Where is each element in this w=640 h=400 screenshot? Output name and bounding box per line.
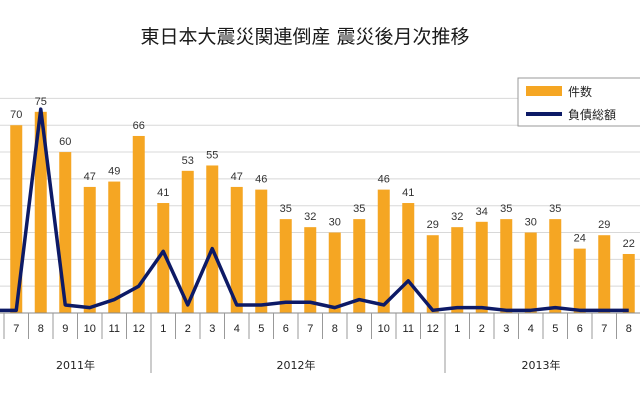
bar	[181, 170, 194, 313]
bar	[328, 232, 341, 313]
x-tick-label: 12	[427, 323, 439, 335]
bar	[255, 189, 268, 313]
x-tick-label: 6	[283, 323, 289, 335]
bar	[475, 221, 488, 313]
x-tick-label: 8	[626, 323, 632, 335]
x-tick-label: 1	[454, 323, 460, 335]
data-label: 32	[451, 211, 463, 223]
x-tick-label: 9	[356, 323, 362, 335]
x-tick-label: 2	[479, 323, 485, 335]
x-tick-label: 7	[307, 323, 313, 335]
data-label: 46	[378, 174, 390, 186]
data-label: 41	[402, 187, 414, 199]
x-tick-label: 1	[160, 323, 166, 335]
data-label: 46	[255, 174, 267, 186]
x-tick-label: 10	[84, 323, 96, 335]
data-label: 55	[206, 149, 218, 161]
data-label: 30	[525, 217, 537, 229]
data-label: 75	[35, 96, 47, 108]
data-label: 29	[598, 219, 610, 231]
data-label: 34	[476, 206, 488, 218]
bar	[230, 186, 243, 313]
bar	[353, 219, 366, 313]
x-tick-label: 5	[552, 323, 558, 335]
data-label: 70	[10, 109, 22, 121]
x-tick-label: 8	[38, 323, 44, 335]
gridlines	[0, 97, 640, 314]
bar	[132, 135, 145, 313]
bar	[524, 232, 537, 313]
data-label: 49	[108, 166, 120, 178]
x-tick-label: 12	[133, 323, 145, 335]
data-label: 35	[280, 203, 292, 215]
x-tick-label: 4	[234, 323, 240, 335]
x-tick-label: 3	[209, 323, 215, 335]
data-label: 32	[304, 211, 316, 223]
bar	[402, 203, 415, 313]
bar	[451, 227, 464, 313]
bar	[304, 227, 317, 313]
data-labels: 70 75 60 47 49 66 41 53 55 47 46 35 32 30 35 46 41 29 32 34…	[10, 96, 635, 250]
data-label: 60	[59, 136, 71, 148]
data-label: 22	[623, 238, 635, 250]
bar	[622, 253, 635, 313]
bar	[279, 219, 292, 313]
x-tick-label: 2	[185, 323, 191, 335]
x-tick-label: 8	[332, 323, 338, 335]
x-tick-label: 9	[62, 323, 68, 335]
data-label: 41	[157, 187, 169, 199]
bar	[500, 219, 513, 313]
bar	[108, 181, 121, 313]
year-label: 2013年	[522, 358, 561, 372]
x-tick-label: 4	[528, 323, 534, 335]
data-label: 35	[549, 203, 561, 215]
line-series	[0, 107, 629, 313]
bar	[549, 219, 562, 313]
bar	[598, 235, 611, 313]
data-label: 47	[84, 171, 96, 183]
legend: 件数 負債総額	[517, 77, 640, 127]
bar	[59, 152, 72, 313]
bar	[34, 111, 47, 313]
x-tick-label: 5	[258, 323, 264, 335]
year-label: 2012年	[277, 358, 316, 372]
bar-series	[10, 111, 635, 313]
bar	[83, 186, 96, 313]
data-label: 66	[133, 120, 145, 132]
chart-title: 東日本大震災関連倒産 震災後月次推移	[140, 26, 469, 48]
x-tick-label: 11	[109, 323, 120, 335]
x-tick-label: 3	[503, 323, 509, 335]
bar	[157, 203, 170, 313]
x-tick-label: 6	[577, 323, 583, 335]
legend-label-count: 件数	[568, 84, 592, 99]
data-label: 53	[182, 155, 194, 167]
x-tick-label: 7	[13, 323, 19, 335]
x-tick-label: 10	[378, 323, 390, 335]
data-label: 24	[574, 233, 586, 245]
x-tick-label: 11	[403, 323, 414, 335]
data-label: 35	[500, 203, 512, 215]
legend-label-debt: 負債総額	[568, 107, 616, 122]
bar	[377, 189, 390, 313]
x-tick-label: 7	[601, 323, 607, 335]
data-label: 29	[427, 219, 439, 231]
data-label: 47	[231, 171, 243, 183]
bar	[10, 125, 23, 313]
data-label: 35	[353, 203, 365, 215]
bar	[573, 248, 586, 313]
bar	[426, 235, 439, 313]
bar	[206, 165, 219, 313]
year-label: 2011年	[56, 358, 95, 372]
legend-swatch-bar	[526, 86, 562, 96]
data-label: 30	[329, 217, 341, 229]
